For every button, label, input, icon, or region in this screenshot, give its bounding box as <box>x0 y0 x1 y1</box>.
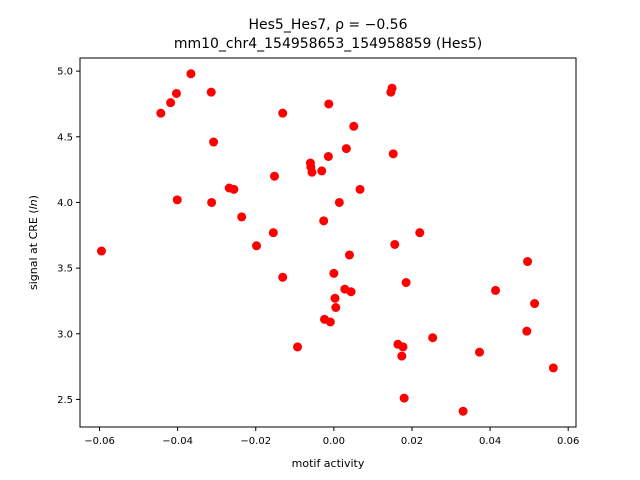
data-point-5 <box>186 69 196 79</box>
x-tick-label: −0.06 <box>84 436 115 447</box>
data-point-44 <box>398 342 408 352</box>
y-tick-label: 5.0 <box>57 67 73 78</box>
data-point-14 <box>268 228 278 238</box>
y-axis-label-variable: ln <box>27 199 40 209</box>
data-point-26 <box>324 99 334 109</box>
chart-title-line2: mm10_chr4_154958653_154958859 (Hes5) <box>174 36 482 52</box>
data-point-6 <box>206 87 216 97</box>
data-points <box>96 69 558 416</box>
x-tick-label: 0.06 <box>557 436 579 447</box>
y-tick-label: 3.0 <box>57 329 73 340</box>
data-point-2 <box>156 108 166 118</box>
y-axis-label-prefix: signal at CRE ( <box>27 209 40 290</box>
y-tick-label: 3.5 <box>57 264 73 275</box>
x-tick-label: 0.02 <box>401 436 423 447</box>
x-tick-label: −0.04 <box>162 436 193 447</box>
data-point-49 <box>458 406 468 416</box>
data-point-11 <box>229 184 239 194</box>
data-point-12 <box>237 212 247 222</box>
data-point-31 <box>334 197 344 207</box>
data-point-17 <box>278 272 288 282</box>
data-point-46 <box>401 278 411 288</box>
data-point-18 <box>293 342 303 352</box>
data-point-33 <box>341 144 351 154</box>
data-point-39 <box>387 83 397 93</box>
data-point-34 <box>344 250 354 260</box>
data-point-3 <box>166 98 176 108</box>
data-point-30 <box>331 303 341 312</box>
data-point-27 <box>325 317 335 327</box>
x-tick-label: 0.00 <box>323 436 345 447</box>
data-point-1 <box>96 246 106 256</box>
data-point-15 <box>269 171 279 181</box>
data-point-41 <box>390 239 400 249</box>
data-point-7 <box>209 137 219 147</box>
data-point-54 <box>530 299 540 309</box>
data-point-40 <box>388 149 398 159</box>
data-point-36 <box>349 121 359 131</box>
data-point-16 <box>278 108 288 118</box>
data-point-52 <box>522 326 532 336</box>
data-point-25 <box>323 151 333 161</box>
data-point-35 <box>346 287 356 297</box>
data-point-47 <box>415 228 425 238</box>
x-axis-ticks: −0.06 −0.04 −0.02 0.00 0.02 0.04 0.06 <box>84 427 579 447</box>
data-point-28 <box>329 268 339 278</box>
chart-title-line1: Hes5_Hes7, ρ = −0.56 <box>248 17 407 33</box>
data-point-9 <box>207 197 217 207</box>
x-axis-label: motif activity <box>292 457 365 470</box>
data-point-23 <box>319 216 329 226</box>
data-point-43 <box>397 351 407 361</box>
y-axis-ticks: 2.5 3.0 3.5 4.0 4.5 5.0 <box>57 67 80 406</box>
data-point-21 <box>307 167 317 177</box>
data-point-53 <box>523 257 533 267</box>
y-axis-label-suffix: ) <box>27 195 40 199</box>
data-point-22 <box>317 166 327 176</box>
data-point-4 <box>171 88 181 98</box>
y-tick-label: 4.0 <box>57 198 73 209</box>
data-point-55 <box>548 363 558 373</box>
x-tick-label: −0.02 <box>240 436 271 447</box>
data-point-29 <box>330 293 340 303</box>
data-point-37 <box>355 184 365 194</box>
y-axis-label: signal at CRE (ln) <box>27 195 40 290</box>
plot-frame <box>79 57 577 428</box>
data-point-48 <box>428 333 438 343</box>
data-point-8 <box>172 195 182 205</box>
x-tick-label: 0.04 <box>479 436 501 447</box>
y-tick-label: 4.5 <box>57 132 73 143</box>
data-point-13 <box>252 241 262 251</box>
data-point-51 <box>491 285 501 295</box>
data-point-45 <box>399 393 409 403</box>
y-tick-label: 2.5 <box>57 395 73 406</box>
data-point-50 <box>475 347 485 357</box>
